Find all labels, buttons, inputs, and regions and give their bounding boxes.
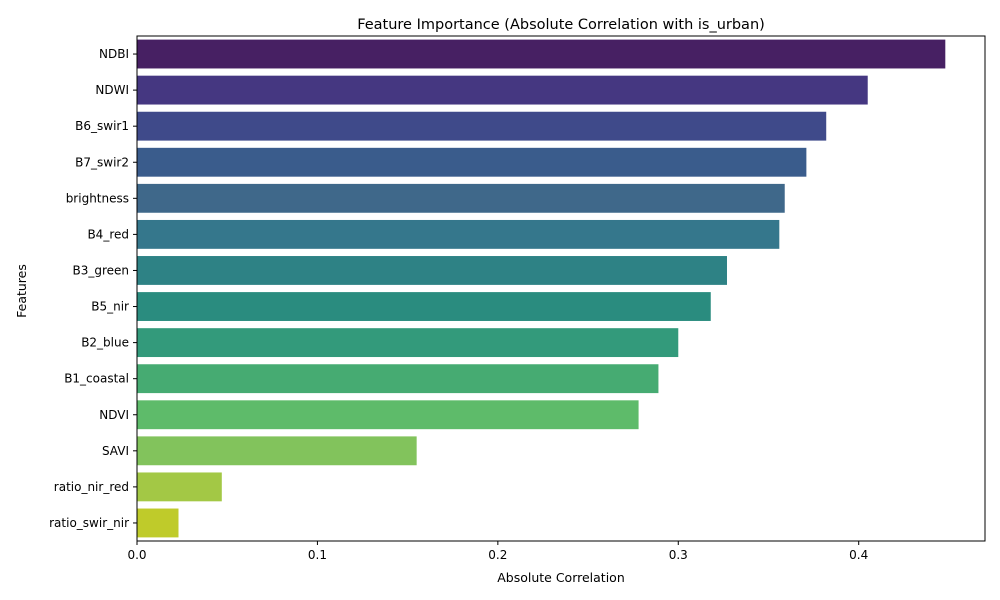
bar-B6_swir1 xyxy=(137,111,827,141)
plot-frame xyxy=(136,35,986,542)
bar-SAVI xyxy=(137,436,417,466)
bar-ratio_swir_nir xyxy=(137,508,179,538)
x-tick-label: 0.4 xyxy=(849,548,868,562)
y-tick-label: ratio_nir_red xyxy=(54,480,129,494)
bar-B2_blue xyxy=(137,328,679,358)
y-tick-label: SAVI xyxy=(102,444,129,458)
x-tick-label: 0.1 xyxy=(308,548,327,562)
bar-ratio_nir_red xyxy=(137,472,222,502)
y-tick-label: NDBI xyxy=(99,47,129,61)
y-axis-ticks: NDBI NDWI B6_swir1 B7_swir2 brightness B4_red… xyxy=(49,47,137,530)
y-tick-label: brightness xyxy=(66,191,129,205)
bar-NDVI xyxy=(137,400,639,430)
bar-B3_green xyxy=(137,256,727,285)
y-tick-label: NDVI xyxy=(99,408,129,422)
bars-group xyxy=(137,39,946,538)
y-tick-label: B5_nir xyxy=(91,300,129,314)
bar-NDBI xyxy=(137,39,946,69)
x-tick-label: 0.3 xyxy=(669,548,688,562)
x-tick-label: 0.0 xyxy=(127,548,146,562)
bar-NDWI xyxy=(137,75,868,105)
bar-B1_coastal xyxy=(137,364,659,394)
x-axis-ticks: 0.0 0.1 0.2 0.3 0.4 xyxy=(127,541,868,562)
y-tick-label: B6_swir1 xyxy=(75,119,129,133)
y-tick-label: ratio_swir_nir xyxy=(49,516,129,530)
chart-title: Feature Importance (Absolute Correlation… xyxy=(357,17,765,33)
y-tick-label: B3_green xyxy=(72,263,129,277)
y-axis-label: Features xyxy=(14,264,29,318)
bar-B4_red xyxy=(137,219,780,249)
x-axis-label: Absolute Correlation xyxy=(497,570,625,585)
y-tick-label: B1_coastal xyxy=(64,372,129,386)
y-tick-label: NDWI xyxy=(95,83,129,97)
bar-B7_swir2 xyxy=(137,147,807,177)
x-tick-label: 0.2 xyxy=(488,548,507,562)
y-tick-label: B7_swir2 xyxy=(75,155,129,169)
bar-B5_nir xyxy=(137,292,711,321)
y-tick-label: B4_red xyxy=(87,227,129,241)
y-tick-label: B2_blue xyxy=(81,336,129,350)
bar-brightness xyxy=(137,183,785,213)
